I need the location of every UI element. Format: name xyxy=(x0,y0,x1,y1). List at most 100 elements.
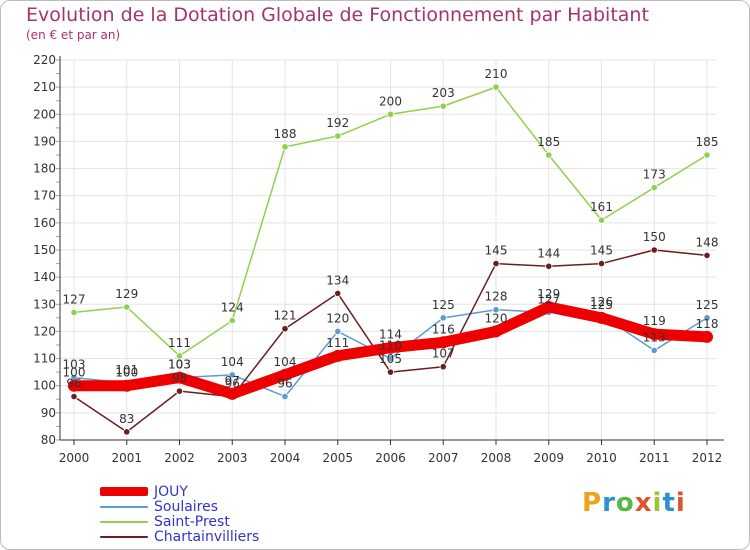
data-label: 103 xyxy=(63,358,86,372)
data-point-soulaires xyxy=(228,371,236,379)
data-label: 104 xyxy=(221,355,244,369)
x-tick-label: 2010 xyxy=(586,451,617,465)
data-point-jouy xyxy=(542,301,555,313)
legend-item-saint-prest: Saint-Prest xyxy=(100,514,259,530)
y-tick-label: 210 xyxy=(33,80,56,94)
data-label: 107 xyxy=(432,347,455,361)
data-label: 185 xyxy=(537,135,560,149)
data-point-jouy xyxy=(701,330,713,343)
data-point-jouy xyxy=(331,349,344,362)
data-point-chartainvilliers xyxy=(386,368,395,376)
data-label: 96 xyxy=(225,377,240,391)
data-point-chartainvilliers xyxy=(492,259,500,268)
data-label: 129 xyxy=(115,287,138,301)
data-point-chartainvilliers xyxy=(281,325,289,333)
data-point-jouy xyxy=(279,368,291,381)
legend-swatch xyxy=(100,535,148,538)
data-point-saint-prest xyxy=(175,352,184,360)
data-label: 125 xyxy=(590,298,613,312)
data-point-jouy xyxy=(384,341,397,354)
y-tick-label: 80 xyxy=(41,433,56,447)
proxiti-logo: Proxiti xyxy=(582,488,686,518)
y-tick-label: 190 xyxy=(33,134,56,148)
data-label: 203 xyxy=(432,86,455,100)
data-label: 120 xyxy=(326,311,349,325)
data-point-soulaires xyxy=(334,327,342,336)
chart-title: Evolution de la Dotation Globale de Fonc… xyxy=(26,4,649,26)
data-point-saint-prest xyxy=(228,316,236,325)
x-tick-label: 2005 xyxy=(322,451,353,465)
x-tick-label: 2004 xyxy=(270,451,301,465)
chart-subtitle: (en € et par an) xyxy=(26,28,121,42)
data-label: 125 xyxy=(696,298,719,312)
data-point-chartainvilliers xyxy=(650,246,658,254)
data-label: 114 xyxy=(379,328,402,342)
data-label: 128 xyxy=(485,290,508,304)
data-label: 119 xyxy=(643,314,666,328)
data-point-jouy xyxy=(595,311,608,324)
data-point-chartainvilliers xyxy=(123,428,131,436)
legend-swatch xyxy=(100,505,148,508)
data-label: 111 xyxy=(326,336,349,350)
legend-item-chartainvilliers: Chartainvilliers xyxy=(100,529,259,545)
data-label: 103 xyxy=(168,358,191,372)
y-tick-label: 90 xyxy=(41,406,56,420)
data-point-chartainvilliers xyxy=(545,262,553,270)
data-label: 145 xyxy=(590,244,613,258)
data-label: 120 xyxy=(485,311,508,325)
data-label: 96 xyxy=(66,377,81,391)
x-tick-label: 2011 xyxy=(639,451,670,465)
data-point-saint-prest xyxy=(123,303,131,311)
data-label: 83 xyxy=(119,412,134,426)
data-point-saint-prest xyxy=(334,132,342,140)
x-tick-label: 2007 xyxy=(428,451,459,465)
data-point-chartainvilliers xyxy=(439,363,447,371)
data-point-soulaires xyxy=(650,346,658,355)
logo-letter: o xyxy=(615,488,635,518)
data-point-chartainvilliers xyxy=(597,259,606,268)
data-label: 173 xyxy=(643,168,666,182)
data-point-jouy xyxy=(490,325,502,338)
y-tick-label: 160 xyxy=(33,216,56,230)
data-label: 116 xyxy=(432,322,455,336)
data-label: 127 xyxy=(537,292,560,306)
data-label: 98 xyxy=(172,371,187,385)
data-point-soulaires xyxy=(703,314,711,322)
data-label: 101 xyxy=(115,363,138,377)
y-tick-label: 140 xyxy=(33,270,56,284)
data-label: 127 xyxy=(63,292,86,306)
data-label: 110 xyxy=(379,339,402,353)
data-point-saint-prest xyxy=(492,83,500,91)
legend: JOUY Soulaires Saint-Prest Chartainvilliers xyxy=(100,483,259,545)
data-point-soulaires xyxy=(492,306,500,314)
data-label: 145 xyxy=(485,244,508,258)
data-label: 129 xyxy=(537,287,560,301)
data-label: 210 xyxy=(485,67,508,81)
legend-item-jouy: JOUY xyxy=(100,483,259,500)
logo-letter: x xyxy=(634,488,653,518)
legend-label: JOUY xyxy=(154,483,188,500)
data-label: 97 xyxy=(225,374,240,388)
data-label: 111 xyxy=(168,336,191,350)
data-point-soulaires xyxy=(386,354,395,363)
legend-swatch xyxy=(100,487,148,496)
data-label: 126 xyxy=(590,295,613,309)
data-point-chartainvilliers xyxy=(70,392,78,401)
data-point-jouy xyxy=(173,371,186,384)
data-label: 103 xyxy=(168,358,191,372)
y-tick-label: 150 xyxy=(33,243,56,257)
x-tick-label: 2008 xyxy=(481,451,512,465)
y-tick-label: 130 xyxy=(33,297,56,311)
data-point-saint-prest xyxy=(386,110,395,118)
x-tick-label: 2009 xyxy=(533,451,564,465)
logo-letter: P xyxy=(582,488,603,518)
data-point-jouy xyxy=(120,379,133,392)
data-label: 150 xyxy=(643,230,666,244)
data-point-chartainvilliers xyxy=(175,387,184,395)
data-label: 113 xyxy=(643,330,666,344)
data-label: 125 xyxy=(432,298,455,312)
data-point-jouy xyxy=(437,336,450,349)
x-tick-label: 2000 xyxy=(59,451,90,465)
